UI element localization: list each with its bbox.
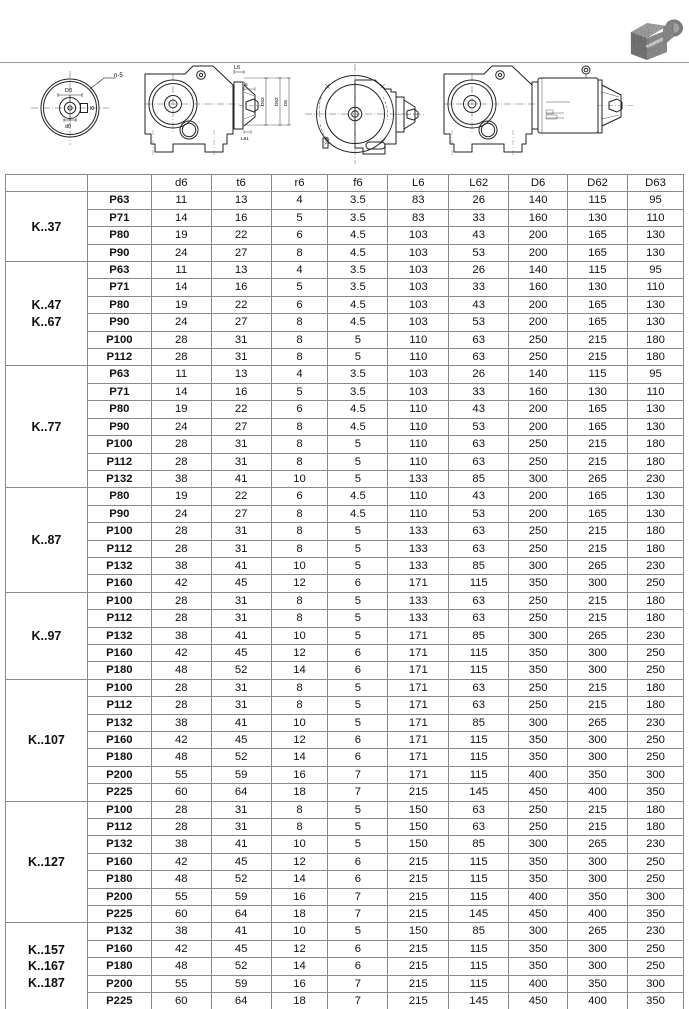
svg-text:D6: D6 <box>283 100 288 106</box>
svg-text:l6: l6 <box>244 82 248 87</box>
svg-text:n-5: n-5 <box>114 73 123 79</box>
svg-text:D63: D63 <box>260 97 265 106</box>
svg-text:l0: l0 <box>90 106 94 112</box>
svg-text:L61: L61 <box>241 136 249 141</box>
svg-text:L6: L6 <box>234 65 240 71</box>
svg-text:D0: D0 <box>65 88 72 94</box>
svg-text:D62: D62 <box>274 97 279 106</box>
svg-text:d0: d0 <box>65 124 71 130</box>
